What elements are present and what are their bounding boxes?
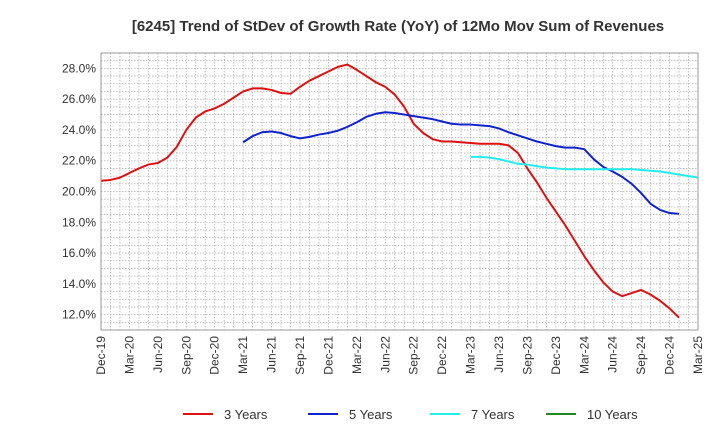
y-tick-label: 16.0% [62, 246, 96, 260]
x-tick-label: Jun-23 [492, 336, 506, 373]
x-tick-label: Dec-22 [435, 336, 449, 375]
legend-label-3-years: 3 Years [224, 407, 268, 422]
x-tick-label: Mar-22 [350, 336, 364, 374]
y-tick-label: 18.0% [62, 215, 96, 229]
series-line-5-years [242, 111, 680, 215]
x-tick-label: Sep-24 [634, 336, 648, 375]
x-tick-label: Mar-25 [691, 336, 705, 374]
y-axis: 12.0% 14.0% 16.0% 18.0% 20.0% 22.0% 24.0% 26.0%… [62, 61, 96, 321]
x-tick-label: Mar-21 [236, 336, 250, 374]
x-tick-label: Sep-23 [520, 336, 534, 375]
legend-label-7-years: 7 Years [471, 407, 515, 422]
y-tick-label: 14.0% [62, 277, 96, 291]
chart-title: [6245] Trend of StDev of Growth Rate (Yo… [132, 18, 664, 35]
y-tick-label: 22.0% [62, 154, 96, 168]
y-tick-label: 20.0% [62, 185, 96, 199]
x-axis: Dec-19 Mar-20 Jun-20 Sep-20 Dec-20 Mar-21 Jun-… [94, 336, 705, 375]
x-tick-label: Mar-23 [464, 336, 478, 374]
series-line-7-years [470, 155, 699, 179]
x-tick-label: Dec-24 [663, 336, 677, 375]
x-tick-label: Sep-20 [179, 336, 193, 375]
x-tick-label: Jun-24 [606, 336, 620, 373]
x-tick-label: Mar-24 [577, 336, 591, 374]
x-tick-label: Dec-19 [94, 336, 108, 375]
y-tick-label: 28.0% [62, 61, 96, 75]
y-tick-label: 24.0% [62, 123, 96, 137]
x-tick-label: Sep-22 [407, 336, 421, 375]
legend-label-10-years: 10 Years [587, 407, 638, 422]
x-tick-label: Sep-21 [293, 336, 307, 375]
x-tick-label: Jun-20 [151, 336, 165, 373]
x-tick-label: Jun-22 [378, 336, 392, 373]
plot-lines [100, 63, 699, 319]
x-tick-label: Mar-20 [122, 336, 136, 374]
y-tick-label: 12.0% [62, 308, 96, 322]
grid [101, 53, 698, 330]
legend: 3 Years 5 Years 7 Years 10 Years [183, 407, 638, 422]
x-tick-label: Dec-20 [208, 336, 222, 375]
x-tick-label: Dec-21 [321, 336, 335, 375]
series-line-3-years [100, 63, 680, 319]
y-tick-label: 26.0% [62, 92, 96, 106]
plot-frame [100, 52, 699, 331]
x-tick-label: Dec-23 [549, 336, 563, 375]
x-tick-label: Jun-21 [265, 336, 279, 373]
legend-label-5-years: 5 Years [349, 407, 393, 422]
